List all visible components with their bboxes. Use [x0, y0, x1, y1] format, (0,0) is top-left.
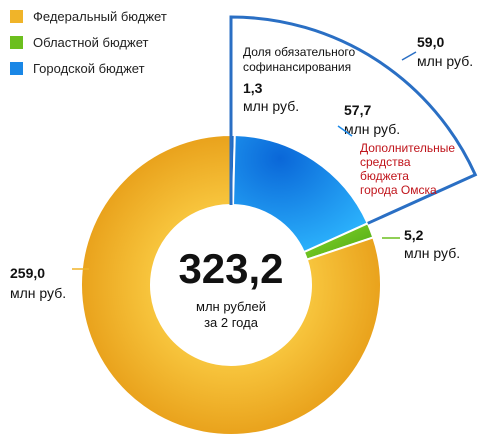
legend-swatch-federal	[10, 9, 23, 23]
total-caption-line1: млн рублей	[196, 299, 266, 314]
legend-label-city: Городской бюджет	[33, 60, 145, 76]
city-unit-label: млн руб.	[417, 53, 473, 69]
city-budget-highlight-outline	[229, 15, 478, 225]
cofinancing-value-label: 1,3	[243, 80, 263, 96]
additional-label-line1: Дополнительные	[360, 141, 455, 155]
legend-item-city: Городской бюджет	[10, 60, 145, 76]
legend-item-regional: Областной бюджет	[10, 34, 148, 50]
city-value-label: 59,0	[417, 34, 444, 50]
additional-value-label: 57,7	[344, 102, 371, 118]
legend-swatch-regional	[10, 35, 23, 49]
additional-unit-label: млн руб.	[344, 121, 400, 137]
legend-item-federal: Федеральный бюджет	[10, 8, 167, 24]
total-value: 323,2	[178, 245, 283, 292]
additional-leader-line	[337, 125, 353, 137]
city-leader-line	[401, 51, 417, 61]
federal-unit-label: млн руб.	[10, 285, 66, 301]
additional-label-line2: средства	[360, 155, 411, 169]
cofinancing-unit-label: млн руб.	[243, 98, 299, 114]
cofinancing-label-line1: Доля обязательного	[243, 45, 356, 59]
regional-unit-label: млн руб.	[404, 245, 460, 261]
additional-label-line4: города Омска	[360, 183, 437, 197]
total-caption-line2: за 2 года	[204, 315, 259, 330]
donut-slice-federal	[80, 133, 382, 436]
legend-label-federal: Федеральный бюджет	[33, 8, 167, 24]
regional-value-label: 5,2	[404, 227, 424, 243]
federal-value-label: 259,0	[10, 265, 45, 281]
additional-label-line3: бюджета	[360, 169, 409, 183]
donut-center-hole	[152, 206, 310, 364]
legend-swatch-city	[10, 61, 23, 75]
cofinancing-label-line2: софинансирования	[243, 60, 351, 74]
legend-label-regional: Областной бюджет	[33, 34, 149, 50]
